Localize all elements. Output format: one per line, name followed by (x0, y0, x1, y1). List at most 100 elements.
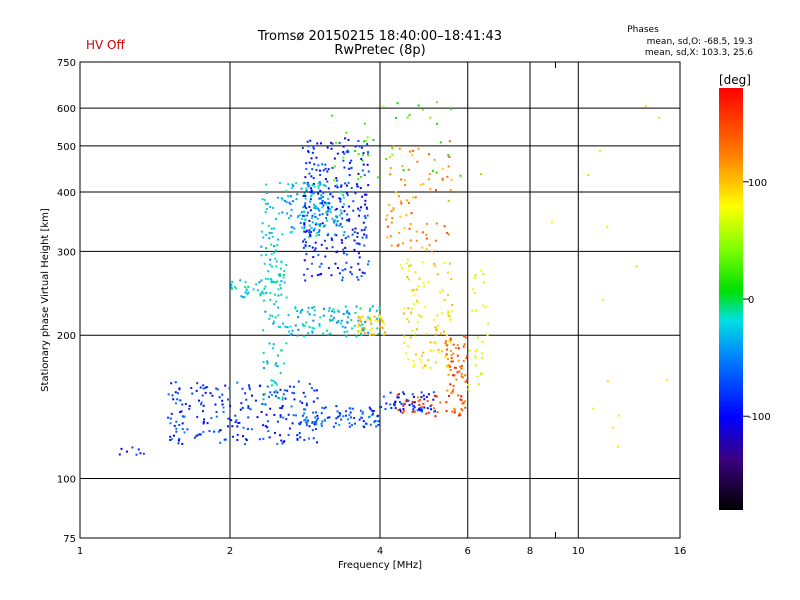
data-point (426, 407, 429, 410)
data-point (142, 452, 145, 455)
data-point (313, 309, 316, 312)
data-point (461, 409, 464, 412)
data-point (437, 348, 440, 351)
data-point (306, 310, 309, 313)
data-point (446, 344, 449, 347)
data-point (339, 200, 342, 203)
data-point (345, 253, 348, 256)
data-point (312, 319, 315, 322)
data-point (328, 307, 331, 310)
data-point (342, 252, 345, 255)
data-point (412, 288, 415, 291)
data-point (395, 117, 398, 120)
data-point (304, 395, 307, 398)
data-point (177, 442, 180, 445)
data-point (357, 178, 360, 181)
data-point (445, 348, 448, 351)
data-point (268, 342, 271, 345)
data-point (313, 206, 316, 209)
data-point (361, 327, 364, 330)
data-point (364, 216, 367, 219)
data-point (390, 244, 393, 247)
data-point (447, 233, 450, 236)
data-point (407, 399, 410, 402)
data-point (358, 145, 361, 148)
data-point (425, 412, 428, 415)
data-point (269, 391, 272, 394)
data-point (283, 270, 286, 273)
data-point (449, 189, 452, 192)
data-point (390, 210, 393, 213)
data-point (288, 201, 291, 204)
data-point (287, 183, 290, 186)
data-point (389, 403, 392, 406)
data-point (306, 214, 309, 217)
data-point (275, 300, 278, 303)
data-point (273, 280, 276, 283)
data-point (433, 407, 436, 410)
data-point (357, 242, 360, 245)
data-point (339, 198, 342, 201)
data-point (234, 421, 237, 424)
data-point (262, 361, 265, 364)
data-point (260, 410, 263, 413)
data-point (458, 412, 461, 415)
data-point (274, 316, 277, 319)
data-point (452, 352, 455, 355)
data-point (229, 404, 232, 407)
data-point (376, 176, 379, 179)
data-point (354, 227, 357, 230)
data-point (606, 225, 609, 228)
data-point (434, 239, 437, 242)
data-point (308, 437, 311, 440)
data-point (342, 145, 345, 148)
data-point (309, 198, 312, 201)
data-point (264, 425, 267, 428)
data-point (353, 324, 356, 327)
data-point (217, 430, 220, 433)
data-point (255, 283, 258, 286)
data-point (240, 402, 243, 405)
data-point (241, 406, 244, 409)
data-point (335, 184, 338, 187)
plot-grid (80, 62, 680, 538)
data-point (440, 332, 443, 335)
data-point (273, 293, 276, 296)
data-point (313, 212, 316, 215)
data-point (357, 323, 360, 326)
data-point (340, 212, 343, 215)
data-point (302, 408, 305, 411)
data-point (357, 278, 360, 281)
data-point (337, 319, 340, 322)
data-point (275, 260, 278, 263)
data-point (270, 253, 273, 256)
data-point (315, 168, 318, 171)
data-point (291, 329, 294, 332)
data-point (276, 420, 279, 423)
data-point (448, 155, 451, 158)
data-point (326, 210, 329, 213)
data-point (482, 272, 485, 275)
data-point (364, 199, 367, 202)
data-point (320, 196, 323, 199)
data-point (320, 424, 323, 427)
data-point (462, 401, 465, 404)
data-point (216, 388, 219, 391)
data-point (326, 170, 329, 173)
data-point (372, 410, 375, 413)
data-point (450, 178, 453, 181)
data-point (338, 214, 341, 217)
data-point (325, 217, 328, 220)
data-point (195, 435, 198, 438)
data-point (422, 285, 425, 288)
data-point (278, 181, 281, 184)
data-point (264, 233, 267, 236)
data-point (436, 411, 439, 414)
data-point (311, 168, 314, 171)
data-point (221, 399, 224, 402)
data-point (331, 217, 334, 220)
data-point (334, 422, 337, 425)
data-point (456, 344, 459, 347)
data-point (376, 327, 379, 330)
data-point (447, 373, 450, 376)
